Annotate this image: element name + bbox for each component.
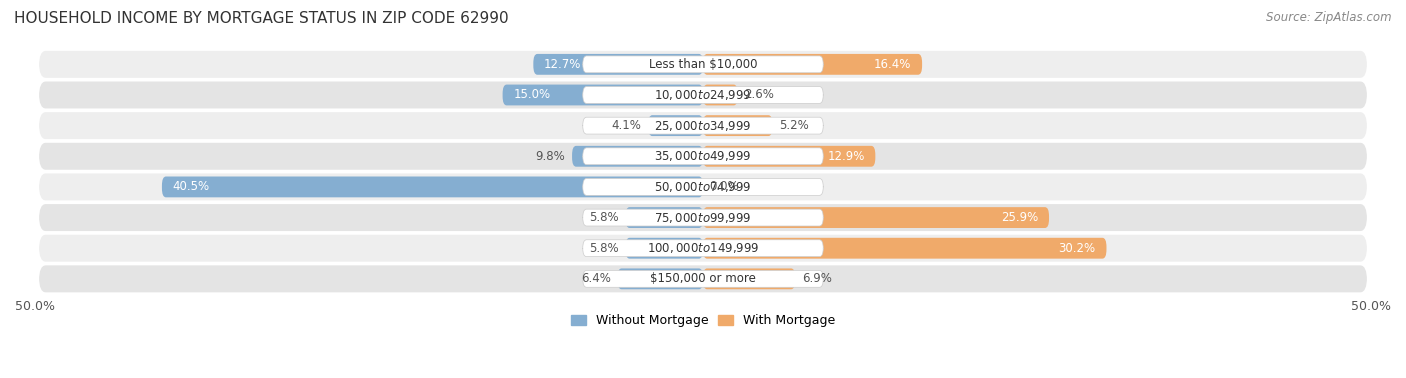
FancyBboxPatch shape — [582, 270, 824, 287]
Text: $35,000 to $49,999: $35,000 to $49,999 — [654, 149, 752, 163]
Text: Less than $10,000: Less than $10,000 — [648, 58, 758, 71]
FancyBboxPatch shape — [39, 112, 1367, 139]
FancyBboxPatch shape — [703, 54, 922, 75]
Text: 9.8%: 9.8% — [536, 150, 565, 163]
Text: $10,000 to $24,999: $10,000 to $24,999 — [654, 88, 752, 102]
FancyBboxPatch shape — [582, 56, 824, 73]
Text: 4.1%: 4.1% — [612, 119, 641, 132]
Text: $50,000 to $74,999: $50,000 to $74,999 — [654, 180, 752, 194]
Text: 5.8%: 5.8% — [589, 242, 619, 255]
FancyBboxPatch shape — [626, 207, 703, 228]
Text: $100,000 to $149,999: $100,000 to $149,999 — [647, 241, 759, 255]
FancyBboxPatch shape — [39, 51, 1367, 78]
Text: 12.7%: 12.7% — [544, 58, 582, 71]
FancyBboxPatch shape — [582, 148, 824, 165]
Text: 12.9%: 12.9% — [827, 150, 865, 163]
FancyBboxPatch shape — [39, 82, 1367, 108]
FancyBboxPatch shape — [502, 85, 703, 105]
FancyBboxPatch shape — [703, 268, 796, 289]
Text: 0.0%: 0.0% — [710, 180, 740, 194]
FancyBboxPatch shape — [703, 238, 1107, 259]
FancyBboxPatch shape — [617, 268, 703, 289]
FancyBboxPatch shape — [582, 117, 824, 134]
FancyBboxPatch shape — [572, 146, 703, 167]
Legend: Without Mortgage, With Mortgage: Without Mortgage, With Mortgage — [565, 309, 841, 332]
FancyBboxPatch shape — [582, 87, 824, 104]
FancyBboxPatch shape — [39, 235, 1367, 262]
FancyBboxPatch shape — [39, 174, 1367, 200]
FancyBboxPatch shape — [648, 115, 703, 136]
Text: 2.6%: 2.6% — [744, 88, 775, 101]
Text: 15.0%: 15.0% — [513, 88, 550, 101]
FancyBboxPatch shape — [582, 178, 824, 195]
FancyBboxPatch shape — [703, 146, 876, 167]
FancyBboxPatch shape — [703, 115, 772, 136]
FancyBboxPatch shape — [39, 143, 1367, 170]
FancyBboxPatch shape — [703, 207, 1049, 228]
Text: HOUSEHOLD INCOME BY MORTGAGE STATUS IN ZIP CODE 62990: HOUSEHOLD INCOME BY MORTGAGE STATUS IN Z… — [14, 11, 509, 26]
FancyBboxPatch shape — [582, 240, 824, 257]
Text: 5.2%: 5.2% — [779, 119, 808, 132]
FancyBboxPatch shape — [582, 209, 824, 226]
FancyBboxPatch shape — [39, 204, 1367, 231]
Text: Source: ZipAtlas.com: Source: ZipAtlas.com — [1267, 11, 1392, 24]
Text: $150,000 or more: $150,000 or more — [650, 273, 756, 285]
Text: 16.4%: 16.4% — [875, 58, 911, 71]
Text: 40.5%: 40.5% — [173, 180, 209, 194]
Text: 5.8%: 5.8% — [589, 211, 619, 224]
Text: 25.9%: 25.9% — [1001, 211, 1039, 224]
FancyBboxPatch shape — [626, 238, 703, 259]
FancyBboxPatch shape — [533, 54, 703, 75]
Text: $25,000 to $34,999: $25,000 to $34,999 — [654, 119, 752, 133]
Text: 30.2%: 30.2% — [1059, 242, 1095, 255]
FancyBboxPatch shape — [703, 85, 738, 105]
Text: 6.9%: 6.9% — [801, 273, 832, 285]
FancyBboxPatch shape — [162, 177, 703, 197]
Text: $75,000 to $99,999: $75,000 to $99,999 — [654, 211, 752, 225]
Text: 6.4%: 6.4% — [581, 273, 610, 285]
FancyBboxPatch shape — [39, 265, 1367, 292]
